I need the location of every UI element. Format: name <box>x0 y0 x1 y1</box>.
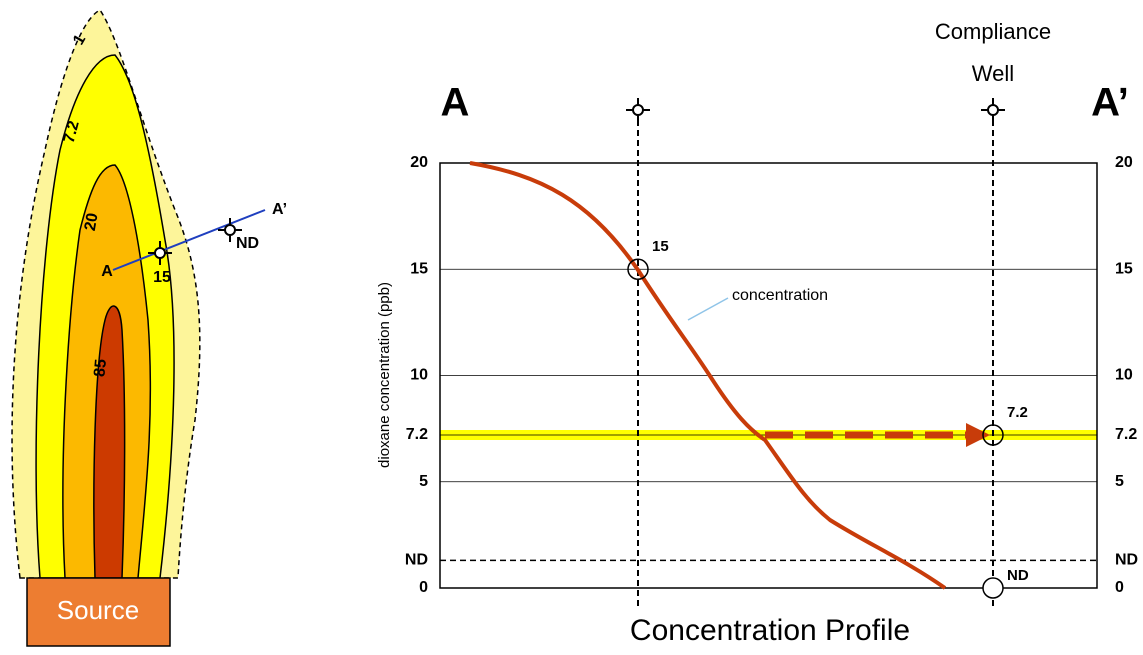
plot-frame <box>439 162 1098 589</box>
well-label: 15 <box>153 269 171 286</box>
well-reading-label: 15 <box>652 238 669 255</box>
contour-label: 85 <box>91 358 110 377</box>
y2-tick-label: 0 <box>1115 579 1124 596</box>
well-title: Well <box>972 61 1014 86</box>
section-label: A <box>101 263 113 280</box>
well-symbol <box>987 104 999 116</box>
source-box <box>26 577 171 647</box>
well-symbol <box>148 218 242 265</box>
y2-tick-label: 5 <box>1115 473 1124 490</box>
contour-label: 7.2 <box>61 119 83 145</box>
section-line <box>112 209 266 271</box>
well-symbol <box>632 104 644 116</box>
y-tick-label: 7.2 <box>406 426 428 443</box>
section-label: A’ <box>1091 81 1129 125</box>
nd-reading-label: ND <box>1007 567 1029 584</box>
source-label: Source <box>57 595 139 625</box>
y-tick-label: 0 <box>419 579 428 596</box>
y-tick-label: ND <box>405 552 428 569</box>
nd-reading <box>982 577 1004 599</box>
concentration-curve <box>469 161 947 590</box>
section-label: A’ <box>272 201 287 218</box>
y2-tick-label: 20 <box>1115 154 1133 171</box>
y2-tick-label: 15 <box>1115 260 1133 277</box>
y-tick-label: 5 <box>419 473 428 490</box>
well-label: ND <box>236 235 259 252</box>
plume-map: 1 7.2 20 85 A A’ 15 ND Source <box>11 9 287 647</box>
y-tick-label: 15 <box>410 260 428 277</box>
leader-line <box>687 297 729 321</box>
y2-tick-label: ND <box>1115 552 1138 569</box>
y-tick-label: 10 <box>410 367 428 384</box>
y2-tick-label: 7.2 <box>1115 426 1137 443</box>
section-label: A <box>441 81 470 125</box>
contour-85 <box>93 305 126 579</box>
y-tick-label: 20 <box>410 154 428 171</box>
well-reading <box>982 424 1004 446</box>
contour-label: 20 <box>82 212 102 233</box>
y2-tick-label: 10 <box>1115 367 1133 384</box>
well-reading <box>627 258 649 280</box>
well-title: Compliance <box>935 19 1051 44</box>
well-reading-label: 7.2 <box>1007 404 1028 421</box>
y-axis-label: dioxane concentration (ppb) <box>376 282 393 468</box>
chart-title: Concentration Profile <box>630 614 910 647</box>
curve-label: concentration <box>732 287 828 304</box>
profile-chart: A A’ Compliance Well Concentration Profi… <box>376 19 1129 647</box>
arrow-head <box>966 423 990 447</box>
